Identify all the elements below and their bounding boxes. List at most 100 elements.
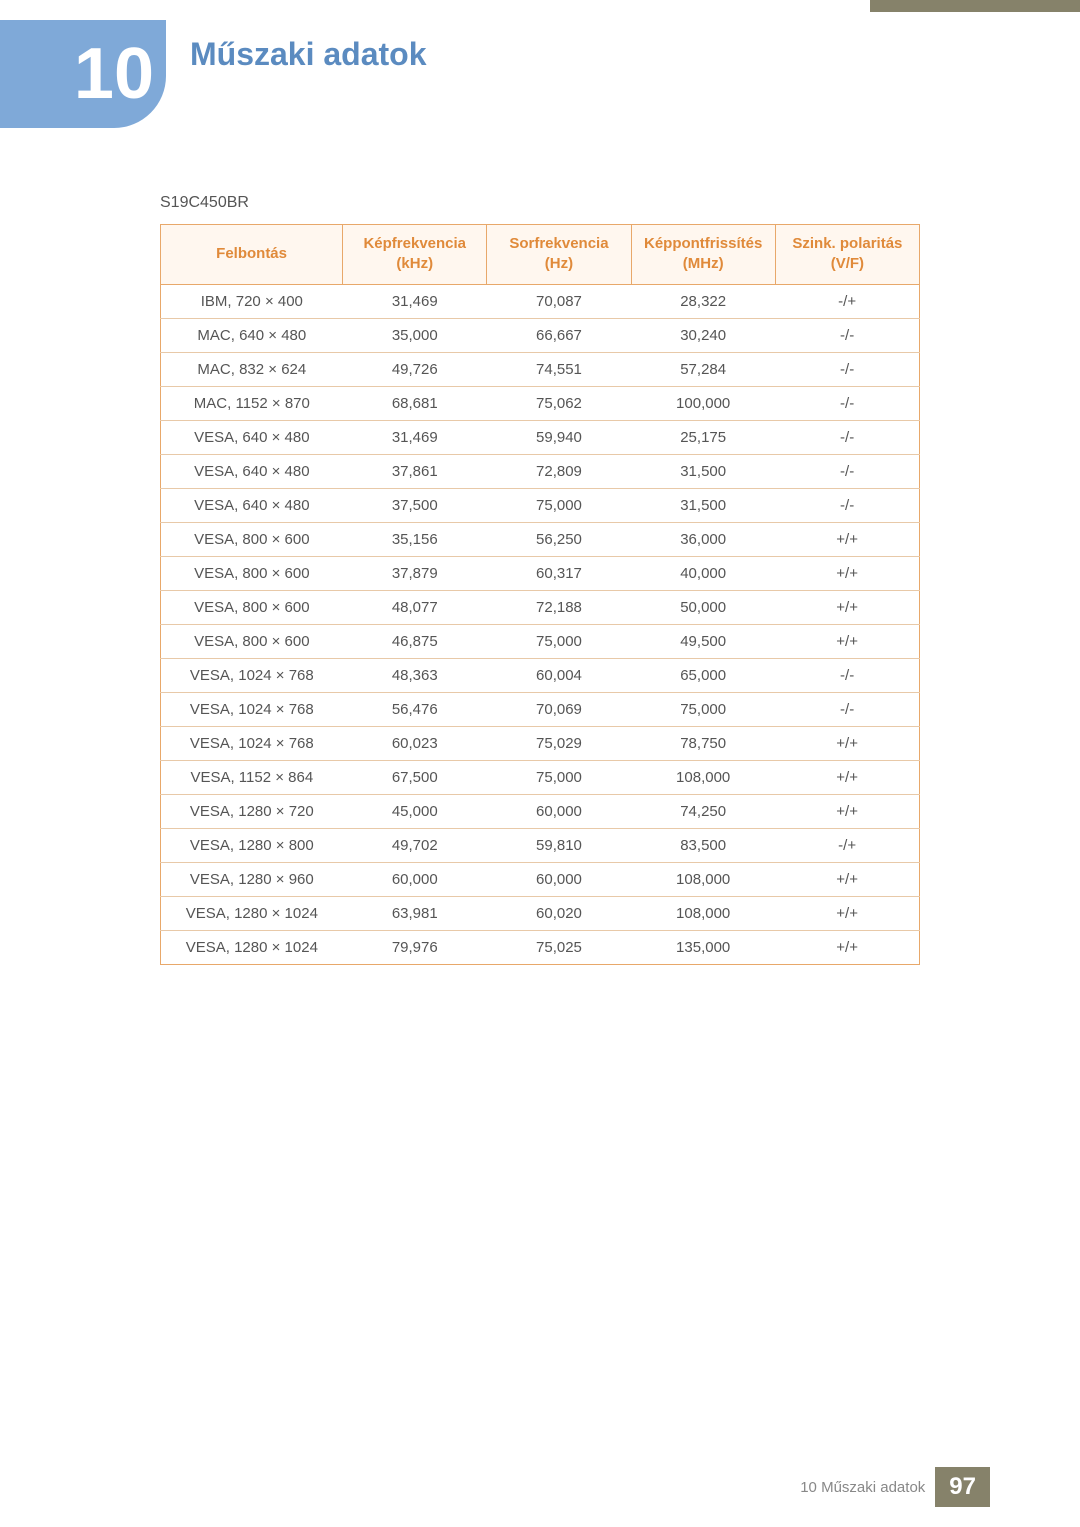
table-cell: +/+ — [775, 522, 919, 556]
table-cell: 75,000 — [487, 760, 631, 794]
table-cell: 135,000 — [631, 930, 775, 964]
model-label: S19C450BR — [160, 194, 249, 212]
table-header-row: Felbontás Képfrekvencia (kHz) Sorfrekven… — [161, 225, 920, 285]
table-cell: -/- — [775, 488, 919, 522]
col-header-vfreq: Sorfrekvencia (Hz) — [487, 225, 631, 285]
chapter-number: 10 — [74, 33, 154, 115]
table-cell: 70,087 — [487, 284, 631, 318]
table-cell: 75,000 — [487, 624, 631, 658]
table-cell: 67,500 — [343, 760, 487, 794]
table-cell: 75,025 — [487, 930, 631, 964]
table-cell: 46,875 — [343, 624, 487, 658]
table-cell: 65,000 — [631, 658, 775, 692]
table-cell: 25,175 — [631, 420, 775, 454]
table-cell: 30,240 — [631, 318, 775, 352]
table-row: VESA, 640 × 48031,46959,94025,175-/- — [161, 420, 920, 454]
table-cell: 108,000 — [631, 862, 775, 896]
col-header-resolution: Felbontás — [161, 225, 343, 285]
table-cell: VESA, 1280 × 1024 — [161, 896, 343, 930]
table-cell: 83,500 — [631, 828, 775, 862]
table-row: VESA, 800 × 60046,87575,00049,500+/+ — [161, 624, 920, 658]
top-accent-bar — [870, 0, 1080, 12]
table-cell: 75,029 — [487, 726, 631, 760]
table-row: VESA, 1024 × 76860,02375,02978,750+/+ — [161, 726, 920, 760]
table-body: IBM, 720 × 40031,46970,08728,322-/+MAC, … — [161, 284, 920, 964]
table-cell: 45,000 — [343, 794, 487, 828]
table-row: VESA, 640 × 48037,86172,80931,500-/- — [161, 454, 920, 488]
table-row: MAC, 640 × 48035,00066,66730,240-/- — [161, 318, 920, 352]
table-cell: -/+ — [775, 284, 919, 318]
table-cell: 49,726 — [343, 352, 487, 386]
table-row: VESA, 800 × 60037,87960,31740,000+/+ — [161, 556, 920, 590]
table-cell: VESA, 800 × 600 — [161, 522, 343, 556]
table-cell: -/+ — [775, 828, 919, 862]
table-cell: 63,981 — [343, 896, 487, 930]
table-cell: MAC, 1152 × 870 — [161, 386, 343, 420]
table-cell: 37,879 — [343, 556, 487, 590]
table-cell: IBM, 720 × 400 — [161, 284, 343, 318]
table-cell: 37,500 — [343, 488, 487, 522]
table-cell: +/+ — [775, 862, 919, 896]
table-cell: 72,809 — [487, 454, 631, 488]
table-cell: 59,940 — [487, 420, 631, 454]
table-cell: 50,000 — [631, 590, 775, 624]
table-row: MAC, 1152 × 87068,68175,062100,000-/- — [161, 386, 920, 420]
table-cell: -/- — [775, 318, 919, 352]
table-cell: VESA, 1024 × 768 — [161, 692, 343, 726]
table-cell: VESA, 1280 × 1024 — [161, 930, 343, 964]
table-cell: 60,000 — [487, 794, 631, 828]
table-cell: VESA, 1024 × 768 — [161, 658, 343, 692]
table-row: VESA, 1280 × 80049,70259,81083,500-/+ — [161, 828, 920, 862]
table-cell: VESA, 1152 × 864 — [161, 760, 343, 794]
table-cell: 108,000 — [631, 760, 775, 794]
table-cell: +/+ — [775, 896, 919, 930]
table-cell: 78,750 — [631, 726, 775, 760]
table-cell: 31,469 — [343, 284, 487, 318]
table-row: VESA, 1024 × 76848,36360,00465,000-/- — [161, 658, 920, 692]
table-cell: 66,667 — [487, 318, 631, 352]
table-cell: VESA, 800 × 600 — [161, 624, 343, 658]
table-cell: 49,500 — [631, 624, 775, 658]
table-cell: VESA, 1280 × 720 — [161, 794, 343, 828]
table-cell: MAC, 640 × 480 — [161, 318, 343, 352]
table-row: VESA, 1280 × 96060,00060,000108,000+/+ — [161, 862, 920, 896]
table-cell: 60,004 — [487, 658, 631, 692]
table-cell: 74,551 — [487, 352, 631, 386]
table-cell: +/+ — [775, 760, 919, 794]
col-header-sync: Szink. polaritás (V/F) — [775, 225, 919, 285]
table-cell: -/- — [775, 420, 919, 454]
table-cell: -/- — [775, 352, 919, 386]
page-footer: 10 Műszaki adatok 97 — [800, 1467, 990, 1507]
table-cell: 36,000 — [631, 522, 775, 556]
table-row: IBM, 720 × 40031,46970,08728,322-/+ — [161, 284, 920, 318]
table-row: VESA, 640 × 48037,50075,00031,500-/- — [161, 488, 920, 522]
table-cell: VESA, 800 × 600 — [161, 556, 343, 590]
table-cell: 56,250 — [487, 522, 631, 556]
table-cell: VESA, 1280 × 960 — [161, 862, 343, 896]
table-cell: 100,000 — [631, 386, 775, 420]
table-cell: VESA, 1024 × 768 — [161, 726, 343, 760]
table-cell: 60,020 — [487, 896, 631, 930]
table-cell: 68,681 — [343, 386, 487, 420]
col-header-pixclock: Képpontfrissítés (MHz) — [631, 225, 775, 285]
table-cell: 49,702 — [343, 828, 487, 862]
table-cell: 60,023 — [343, 726, 487, 760]
table-cell: 35,000 — [343, 318, 487, 352]
table-cell: 48,363 — [343, 658, 487, 692]
table-cell: VESA, 1280 × 800 — [161, 828, 343, 862]
table-cell: 40,000 — [631, 556, 775, 590]
table-cell: 48,077 — [343, 590, 487, 624]
table-cell: 31,469 — [343, 420, 487, 454]
table-cell: 57,284 — [631, 352, 775, 386]
table-cell: +/+ — [775, 930, 919, 964]
table-cell: VESA, 800 × 600 — [161, 590, 343, 624]
table-cell: VESA, 640 × 480 — [161, 488, 343, 522]
table-cell: 35,156 — [343, 522, 487, 556]
table-row: VESA, 1024 × 76856,47670,06975,000-/- — [161, 692, 920, 726]
table-cell: VESA, 640 × 480 — [161, 454, 343, 488]
table-cell: VESA, 640 × 480 — [161, 420, 343, 454]
table-row: VESA, 800 × 60048,07772,18850,000+/+ — [161, 590, 920, 624]
col-header-hfreq: Képfrekvencia (kHz) — [343, 225, 487, 285]
footer-text: 10 Műszaki adatok — [800, 1479, 925, 1496]
table-cell: -/- — [775, 658, 919, 692]
